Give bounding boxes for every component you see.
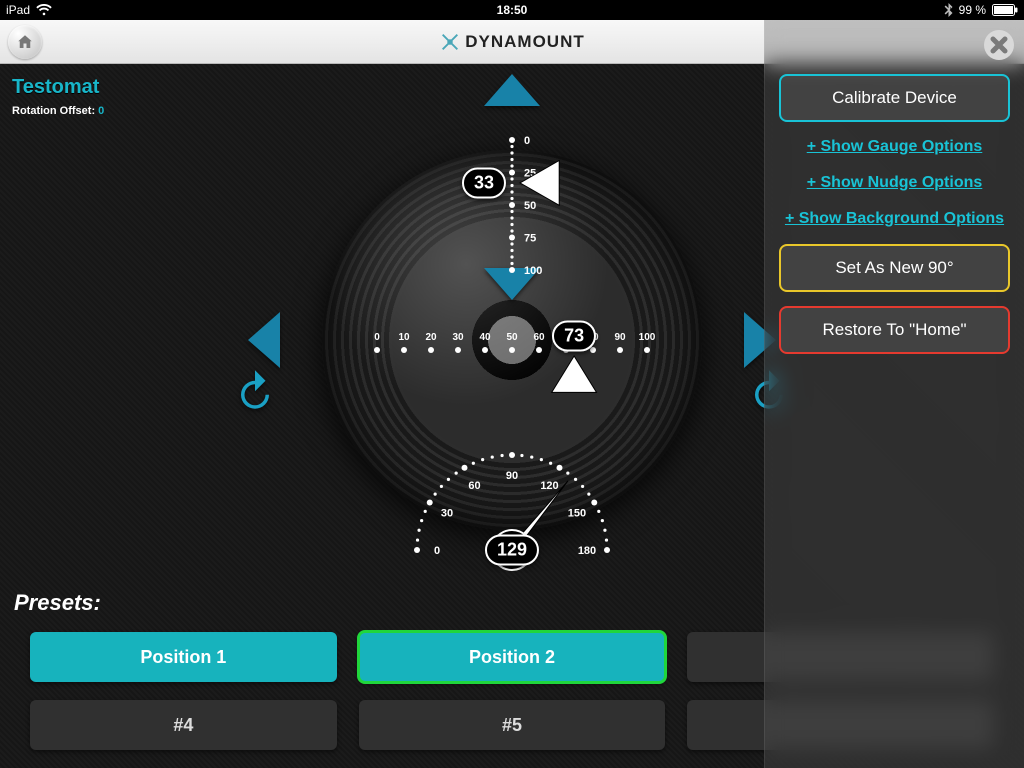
- svg-text:100: 100: [639, 332, 656, 343]
- show-background-options-link[interactable]: + Show Background Options: [779, 208, 1010, 230]
- rotation-offset: Rotation Offset: 0: [12, 105, 104, 117]
- options-panel: Calibrate Device + Show Gauge Options + …: [764, 20, 1024, 768]
- angle-value-badge: 129: [485, 535, 539, 566]
- presets-label: Presets:: [14, 590, 101, 616]
- preset-slot-4[interactable]: #4: [30, 700, 337, 750]
- svg-text:100: 100: [524, 265, 542, 277]
- gauges: 0255075100010203040506070809010003060901…: [252, 80, 772, 600]
- svg-text:50: 50: [506, 332, 518, 343]
- svg-text:40: 40: [479, 332, 491, 343]
- status-device: iPad: [6, 3, 30, 17]
- svg-text:50: 50: [524, 200, 536, 212]
- rotation-offset-value: 0: [98, 105, 104, 117]
- show-gauge-options-link[interactable]: + Show Gauge Options: [779, 136, 1010, 158]
- preset-slot-2[interactable]: Position 2: [359, 632, 666, 682]
- bluetooth-icon: [944, 3, 953, 17]
- preset-slot-1[interactable]: Position 1: [30, 632, 337, 682]
- close-panel-button[interactable]: [982, 28, 1016, 62]
- svg-text:0: 0: [434, 545, 440, 557]
- calibrate-button[interactable]: Calibrate Device: [779, 74, 1010, 122]
- vertical-value-badge: 33: [462, 167, 506, 198]
- svg-text:150: 150: [568, 508, 586, 520]
- device-readout: Testomat Rotation Offset: 0: [12, 76, 104, 117]
- wifi-icon: [36, 4, 52, 16]
- close-icon: [982, 28, 1016, 62]
- svg-text:90: 90: [506, 470, 518, 482]
- svg-text:10: 10: [398, 332, 410, 343]
- battery-icon: [992, 4, 1018, 16]
- status-battery-text: 99 %: [959, 3, 986, 17]
- svg-text:30: 30: [452, 332, 464, 343]
- svg-text:30: 30: [441, 508, 453, 520]
- status-bar: iPad 18:50 99 %: [0, 0, 1024, 20]
- svg-text:0: 0: [524, 135, 530, 147]
- svg-text:60: 60: [468, 480, 480, 492]
- home-button[interactable]: [8, 25, 42, 59]
- home-icon: [16, 33, 34, 51]
- set-new-90-button[interactable]: Set As New 90°: [779, 244, 1010, 292]
- show-nudge-options-link[interactable]: + Show Nudge Options: [779, 172, 1010, 194]
- svg-text:90: 90: [614, 332, 626, 343]
- brand-mark-icon: [439, 31, 461, 53]
- svg-text:75: 75: [524, 233, 536, 245]
- status-time: 18:50: [497, 3, 528, 17]
- rotation-offset-label: Rotation Offset:: [12, 105, 95, 117]
- svg-text:20: 20: [425, 332, 437, 343]
- control-stage: 0255075100010203040506070809010003060901…: [252, 80, 772, 600]
- restore-home-button[interactable]: Restore To "Home": [779, 306, 1010, 354]
- svg-text:0: 0: [374, 332, 380, 343]
- horizontal-value-badge: 73: [552, 321, 596, 352]
- brand-logo: DYNAMOUNT: [439, 31, 585, 53]
- svg-text:120: 120: [540, 480, 558, 492]
- svg-text:180: 180: [578, 545, 596, 557]
- svg-text:60: 60: [533, 332, 545, 343]
- preset-slot-5[interactable]: #5: [359, 700, 666, 750]
- device-name: Testomat: [12, 76, 104, 99]
